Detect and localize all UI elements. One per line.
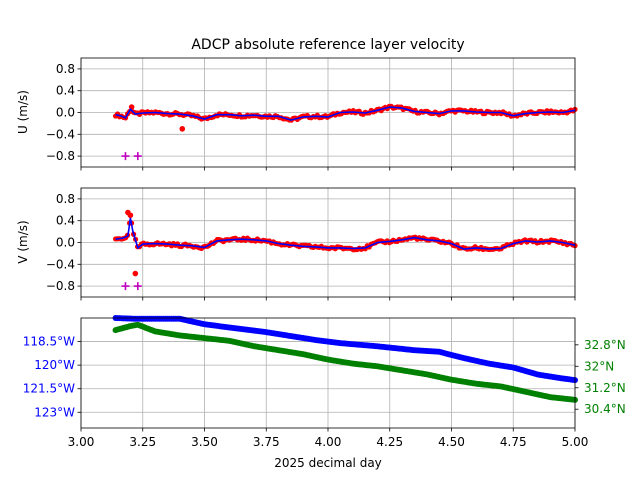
longitude-tick-label: 120°W <box>34 358 75 372</box>
y-tick-label: 0.4 <box>56 84 75 98</box>
latitude-y-ticks: 32.8°N 32°N 31.2°N 30.4°N <box>575 338 626 416</box>
u-x-ticks <box>80 167 576 171</box>
flag-marker <box>121 152 130 161</box>
latitude-tick-label: 32.8°N <box>584 338 626 352</box>
x-tick-label: 4.75 <box>500 435 527 449</box>
x-tick-label: 4.25 <box>376 435 403 449</box>
flag-marker <box>133 282 142 291</box>
x-tick-label: 3.50 <box>191 435 218 449</box>
latitude-tick-label: 30.4°N <box>584 402 626 416</box>
v-x-ticks <box>80 297 576 301</box>
u-flag-markers <box>121 152 142 161</box>
longitude-track <box>112 315 578 384</box>
x-tick-label: 4.00 <box>315 435 342 449</box>
x-tick-label: 3.25 <box>129 435 156 449</box>
v-y-ticks: 0.8 0.4 0.0 −0.4 −0.8 <box>46 192 81 293</box>
position-panel: 118.5°W 120°W 121.5°W 123°W 32.8°N 32°N 31.2°… <box>23 315 626 470</box>
position-x-ticks: 3.00 3.25 3.50 3.75 4.00 4.25 4.50 4.75 5.00 <box>68 428 589 449</box>
latitude-tick-label: 32°N <box>584 359 614 373</box>
x-tick-label: 3.00 <box>68 435 95 449</box>
y-tick-label: 0.8 <box>56 192 75 206</box>
flag-marker <box>133 152 142 161</box>
y-tick-label: 0.8 <box>56 62 75 76</box>
x-tick-label: 4.50 <box>438 435 465 449</box>
latitude-track <box>112 321 578 403</box>
longitude-y-ticks: 118.5°W 120°W 121.5°W 123°W <box>23 335 81 419</box>
v-y-axis-label: V (m/s) <box>16 220 30 263</box>
u-smoothed-line <box>115 106 576 121</box>
x-tick-label: 5.00 <box>562 435 589 449</box>
flag-marker <box>121 282 130 291</box>
outlier-point <box>132 270 139 277</box>
y-tick-label: 0.4 <box>56 214 75 228</box>
smoothed-series-line <box>115 106 576 121</box>
longitude-tick-label: 118.5°W <box>23 335 75 349</box>
y-tick-label: −0.4 <box>46 127 75 141</box>
x-tick-label: 3.75 <box>253 435 280 449</box>
x-axis-label: 2025 decimal day <box>274 456 382 470</box>
u-y-axis-label: U (m/s) <box>16 90 30 134</box>
y-tick-label: −0.8 <box>46 149 75 163</box>
y-tick-label: −0.4 <box>46 257 75 271</box>
smoothed-series-line <box>115 217 576 250</box>
longitude-tick-label: 123°W <box>34 405 75 419</box>
latitude-tick-label: 31.2°N <box>584 381 626 395</box>
position-gridlines <box>80 318 576 428</box>
outlier-point <box>127 212 134 219</box>
chart-title: ADCP absolute reference layer velocity <box>191 37 464 53</box>
v-smoothed-line <box>115 217 576 250</box>
u-velocity-panel: 0.8 0.4 0.0 −0.4 −0.8 U (m/s) <box>16 57 578 171</box>
y-tick-label: 0.0 <box>56 106 75 120</box>
outlier-point <box>179 126 186 132</box>
y-tick-label: 0.0 <box>56 236 75 250</box>
longitude-tick-label: 121.5°W <box>23 382 75 396</box>
v-velocity-panel: 0.8 0.4 0.0 −0.4 −0.8 V (m/s) <box>16 187 578 301</box>
v-flag-markers <box>121 282 142 291</box>
y-tick-label: −0.8 <box>46 279 75 293</box>
u-y-ticks: 0.8 0.4 0.0 −0.4 −0.8 <box>46 62 81 163</box>
